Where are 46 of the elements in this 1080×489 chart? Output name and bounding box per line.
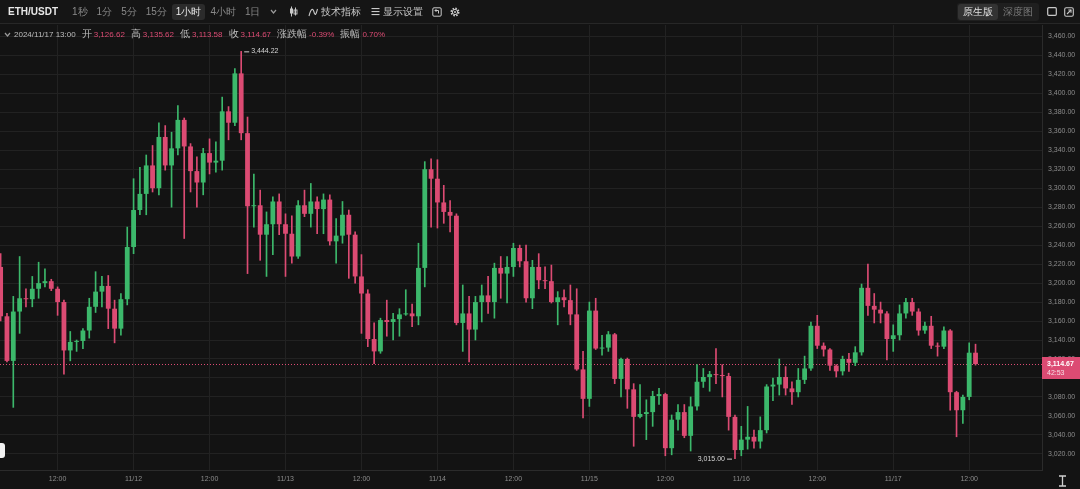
text: 1分 [95, 4, 114, 19]
candlestick [890, 324, 896, 352]
text: 15分 [144, 4, 168, 19]
text: 1小时 [171, 3, 206, 20]
candlestick [428, 158, 434, 228]
candlestick [498, 256, 504, 299]
text: 深度图 [1002, 4, 1034, 19]
annotation: 3,113.58 [191, 29, 223, 39]
candlestick [479, 284, 485, 323]
text: 1秒 [71, 4, 89, 19]
text: 4小时 [209, 4, 237, 19]
text: 显示设置 [382, 4, 423, 19]
annotation: -0.39% [309, 29, 335, 39]
annotation: 2024/11/17 13:00 [14, 29, 76, 39]
candlestick [441, 185, 447, 224]
annotation: 3,135.62 [142, 29, 174, 39]
candlestick [460, 284, 466, 352]
candlestick [555, 291, 561, 326]
text: 5分 [120, 4, 138, 19]
candlestick [384, 299, 390, 337]
text: 1日 [243, 4, 262, 19]
candlestick [403, 289, 409, 316]
candlestick [213, 141, 219, 173]
candlestick [409, 303, 415, 328]
annotation: 3,114.67 [240, 29, 272, 39]
text: 原生版 [958, 3, 998, 20]
candlestick [194, 156, 200, 208]
candlestick [447, 200, 453, 233]
candlestick [871, 293, 877, 324]
candlestick [700, 368, 706, 388]
annotation: 收 [228, 27, 239, 41]
annotation: 0.70% [362, 29, 386, 39]
annotation: 振幅 [340, 27, 361, 41]
candlestick [776, 358, 782, 396]
candlestick [390, 313, 396, 341]
chart-title: ETH/USDT [8, 6, 58, 17]
candlestick [181, 117, 187, 239]
annotation: 3,126.62 [93, 29, 125, 39]
annotation: 高 [130, 27, 141, 41]
annotation: 涨跌幅 [277, 27, 308, 41]
text: 技术指标 [320, 4, 361, 19]
annotation: 开 [81, 27, 92, 41]
annotation: 低 [179, 27, 190, 41]
candlestick [251, 173, 257, 228]
candlestick [333, 218, 339, 264]
candlestick [314, 196, 320, 235]
